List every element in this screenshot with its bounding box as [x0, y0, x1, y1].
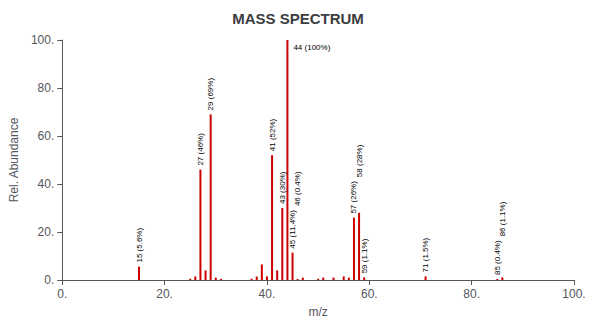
svg-text:m/z: m/z: [308, 305, 327, 319]
svg-text:86 (1.1%): 86 (1.1%): [498, 201, 507, 236]
svg-text:100.: 100.: [562, 287, 585, 301]
svg-text:80.: 80.: [38, 81, 55, 95]
svg-text:15 (5.6%): 15 (5.6%): [135, 228, 144, 263]
svg-text:60.: 60.: [38, 129, 55, 143]
svg-text:Rel. Abundance: Rel. Abundance: [7, 117, 21, 202]
svg-text:46 (0.4%): 46 (0.4%): [293, 171, 302, 206]
svg-text:85 (0.4%): 85 (0.4%): [493, 240, 502, 275]
svg-text:20.: 20.: [38, 225, 55, 239]
svg-text:57 (26%): 57 (26%): [349, 181, 358, 214]
svg-text:0.: 0.: [44, 273, 54, 287]
svg-text:71 (1.5%): 71 (1.5%): [421, 237, 430, 272]
svg-text:100.: 100.: [31, 33, 54, 47]
svg-text:80.: 80.: [463, 287, 480, 301]
svg-text:29 (69%): 29 (69%): [206, 78, 215, 111]
svg-text:40.: 40.: [259, 287, 276, 301]
svg-text:60.: 60.: [361, 287, 378, 301]
svg-text:59 (1.1%): 59 (1.1%): [360, 238, 369, 273]
svg-text:44 (100%): 44 (100%): [293, 43, 330, 52]
svg-text:0.: 0.: [57, 287, 67, 301]
svg-text:MASS SPECTRUM: MASS SPECTRUM: [232, 10, 364, 27]
svg-text:40.: 40.: [38, 177, 55, 191]
svg-text:58 (28%): 58 (28%): [355, 144, 364, 177]
svg-text:41 (52%): 41 (52%): [268, 118, 277, 151]
svg-text:20.: 20.: [156, 287, 173, 301]
svg-text:43 (30%): 43 (30%): [278, 171, 287, 204]
svg-text:27 (46%): 27 (46%): [196, 133, 205, 166]
svg-text:45 (11.4%): 45 (11.4%): [288, 210, 297, 249]
